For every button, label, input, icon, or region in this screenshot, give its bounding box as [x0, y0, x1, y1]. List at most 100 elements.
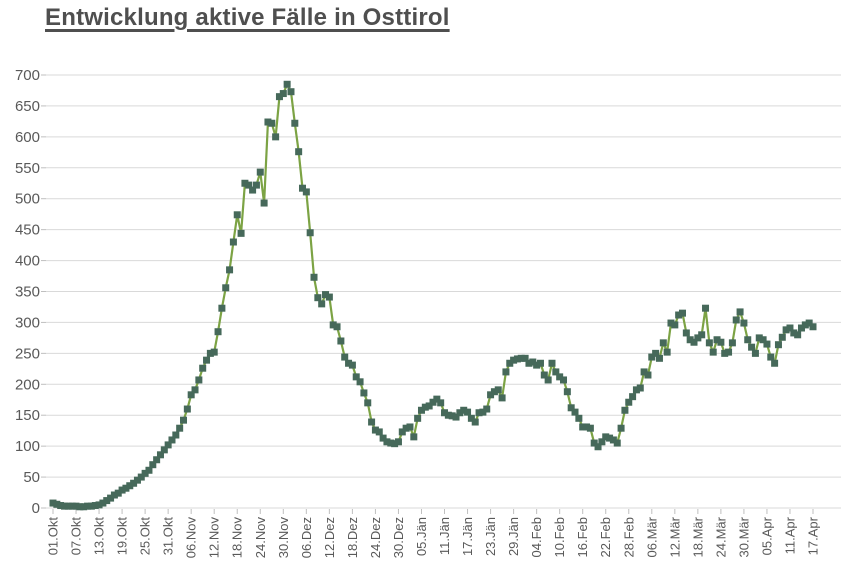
data-point-marker [536, 359, 544, 367]
y-tick-label: 600 [15, 129, 40, 146]
data-point-marker [306, 229, 314, 237]
data-point-marker [571, 408, 579, 416]
data-point-marker [441, 409, 449, 417]
data-point-marker [513, 355, 521, 363]
data-point-marker [114, 489, 122, 497]
data-point-marker [713, 336, 721, 344]
data-point-marker [379, 434, 387, 442]
data-point-marker [717, 338, 725, 346]
data-point-marker [352, 373, 360, 381]
x-tick-label: 19.Okt [115, 517, 130, 556]
data-point-marker [272, 133, 280, 141]
data-point-marker [732, 316, 740, 324]
data-point-marker [68, 502, 76, 510]
data-point-marker [483, 405, 491, 413]
data-point-marker [456, 409, 464, 417]
data-point-marker [583, 423, 591, 431]
x-tick-label: 06.Nov [184, 517, 199, 559]
data-point-marker [64, 502, 72, 510]
data-point-marker [686, 336, 694, 344]
data-point-marker [510, 356, 518, 364]
data-point-marker [475, 409, 483, 417]
data-point-marker [141, 469, 149, 477]
data-point-marker [556, 373, 564, 381]
x-tick-label: 07.Okt [69, 517, 84, 556]
data-point-marker [767, 353, 775, 361]
data-point-marker [156, 451, 164, 459]
data-point-marker [444, 411, 452, 419]
data-point-marker [567, 404, 575, 412]
data-point-marker [164, 441, 172, 449]
x-tick-label: 24.Nov [253, 517, 268, 559]
data-point-marker [498, 394, 506, 402]
data-point-marker [659, 339, 667, 347]
data-point-marker [345, 359, 353, 367]
data-point-marker [702, 304, 710, 312]
data-point-marker [609, 436, 617, 444]
y-tick-label: 200 [15, 376, 40, 393]
data-point-marker [107, 494, 115, 502]
data-point-marker [275, 93, 283, 101]
data-point-marker [548, 359, 556, 367]
data-point-marker [103, 497, 111, 505]
x-tick-label: 30.Mär [736, 516, 751, 557]
data-point-marker [322, 291, 330, 299]
data-point-marker [398, 428, 406, 436]
x-tick-label: 01.Okt [46, 517, 61, 556]
data-point-marker [490, 388, 498, 396]
data-point-marker [149, 461, 157, 469]
x-tick-label: 12.Mär [667, 516, 682, 557]
data-point-marker [429, 398, 437, 406]
data-point-marker [99, 499, 107, 507]
y-tick-label: 650 [15, 98, 40, 115]
data-point-marker [291, 119, 299, 127]
y-gridlines [46, 74, 841, 509]
data-point-marker [206, 349, 214, 357]
y-axis-tick-labels: 0 50 100 150 200 250 300 350 400 450 500 550 600 650 7… [15, 67, 40, 517]
data-point-marker [675, 311, 683, 319]
data-point-marker [160, 446, 168, 454]
data-point-marker [690, 338, 698, 346]
x-tick-label: 18.Nov [230, 517, 245, 559]
x-tick-label: 23.Jän [483, 517, 498, 556]
data-point-marker [805, 319, 813, 327]
data-point-marker [226, 266, 234, 274]
data-point-marker [502, 368, 510, 376]
data-point-marker [329, 321, 337, 329]
data-point-marker [360, 389, 368, 397]
data-point-marker [383, 438, 391, 446]
x-tick-label: 06.Dez [299, 517, 314, 558]
data-point-marker [195, 376, 203, 384]
data-point-marker [410, 433, 418, 441]
data-point-marker [256, 168, 264, 176]
data-point-marker [579, 423, 587, 431]
data-point-marker [110, 491, 118, 499]
data-point-marker [655, 354, 663, 362]
data-point-marker [636, 384, 644, 392]
data-point-marker [632, 386, 640, 394]
y-tick-marks [41, 74, 46, 509]
x-tick-label: 10.Feb [552, 517, 567, 557]
data-point-marker [421, 403, 429, 411]
data-point-marker [233, 211, 241, 219]
data-point-marker [728, 339, 736, 347]
data-point-marker [644, 371, 652, 379]
data-point-marker [709, 348, 717, 356]
data-point-marker [218, 304, 226, 312]
x-tick-label: 18.Mär [690, 516, 705, 557]
data-point-marker [91, 502, 99, 510]
data-point-marker [241, 179, 249, 187]
data-point-marker [153, 456, 161, 464]
data-point-marker [751, 349, 759, 357]
data-point-marker [479, 408, 487, 416]
data-point-marker [172, 431, 180, 439]
data-point-marker [667, 319, 675, 327]
data-point-marker [191, 386, 199, 394]
data-point-marker [640, 368, 648, 376]
data-point-marker [464, 408, 472, 416]
data-point-marker [406, 423, 414, 431]
data-point-marker [310, 273, 318, 281]
data-point-marker [53, 500, 61, 508]
data-point-marker [279, 90, 287, 98]
